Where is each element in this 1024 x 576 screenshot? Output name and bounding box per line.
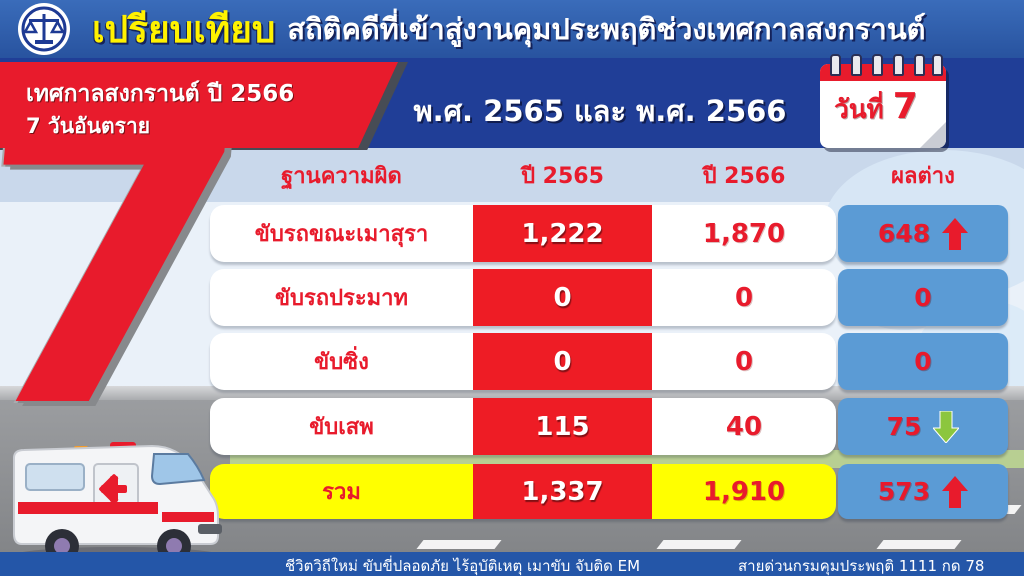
column-header-diff: ผลต่าง (891, 163, 955, 189)
banner-line1: เทศกาลสงกรานต์ ปี 2566 (26, 81, 295, 107)
calendar-ring (914, 54, 925, 76)
scales-of-justice-emblem (21, 6, 67, 52)
table-total-row: รวม 1,337 1,910 573 (210, 464, 1008, 519)
value-2566: 1,870 (702, 218, 786, 249)
calendar-ring (830, 54, 841, 76)
title-text: สถิติคดีที่เข้าสู่งานคุมประพฤติช่วงเทศกา… (287, 12, 926, 46)
value-2565: 1,222 (473, 205, 652, 262)
calendar-day-label: วันที่ 7 (820, 86, 932, 130)
calendar-day-prefix: วันที่ (834, 95, 893, 125)
table-row: ขับรถประมาท 0 0 0 (210, 269, 1008, 326)
calendar-ring (851, 54, 862, 76)
table-row: ขับเสพ 115 40 75 (210, 398, 1008, 455)
calendar-ring (893, 54, 904, 76)
title-highlight: เปรียบเทียบ (92, 7, 276, 51)
lane-marking (416, 540, 502, 549)
value-2565: 0 (473, 269, 652, 326)
value-2566: 40 (725, 411, 763, 442)
lane-marking (876, 540, 962, 549)
diff-value: 573 (877, 477, 931, 506)
offense-label: รวม (322, 480, 361, 505)
calendar-day-number: 7 (892, 86, 918, 127)
diff-cell: 0 (838, 269, 1008, 326)
diff-cell: 75 (838, 398, 1008, 455)
value-2565: 1,337 (473, 464, 652, 519)
lane-marking (656, 540, 742, 549)
footer-slogan: ชีวิตวิถีใหม่ ขับขี่ปลอดภัย ไร้อุบัติเหต… (285, 557, 641, 575)
offense-label: ขับซิ่ง (314, 350, 369, 375)
value-2566: 0 (734, 282, 754, 313)
column-header-2565: ปี 2565 (521, 163, 604, 189)
value-2566: 1,910 (702, 476, 786, 507)
page-title: เปรียบเทียบ สถิติคดีที่เข้าสู่งานคุมประพ… (92, 0, 1022, 58)
probation-department-logo (18, 3, 70, 55)
banner-line2: 7 วันอันตราย (26, 114, 151, 138)
header-band (0, 0, 1024, 58)
calendar-page-curl (920, 122, 946, 148)
years-compared-label: พ.ศ. 2565 และ พ.ศ. 2566 (413, 94, 787, 128)
down-arrow-icon (933, 410, 960, 443)
diff-value: 0 (914, 347, 932, 376)
calendar-ring (872, 54, 883, 76)
calendar-ring (932, 54, 943, 76)
up-arrow-icon (942, 475, 969, 508)
up-arrow-icon (942, 217, 969, 250)
offense-label: ขับรถขณะเมาสุรา (254, 222, 429, 247)
column-header-2566: ปี 2566 (702, 163, 786, 189)
diff-cell: 573 (838, 464, 1008, 519)
diff-value: 0 (914, 283, 932, 312)
offense-label: ขับเสพ (309, 415, 374, 440)
diff-cell: 0 (838, 333, 1008, 390)
table-row: ขับซิ่ง 0 0 0 (210, 333, 1008, 390)
festival-banner: เทศกาลสงกรานต์ ปี 2566 7 วันอันตราย (0, 62, 398, 148)
value-2565: 0 (473, 333, 652, 390)
footer-bar: ชีวิตวิถีใหม่ ขับขี่ปลอดภัย ไร้อุบัติเหต… (0, 552, 1024, 576)
diff-value: 75 (886, 412, 922, 441)
table-row: ขับรถขณะเมาสุรา 1,222 1,870 648 (210, 205, 1008, 262)
diff-value: 648 (877, 219, 931, 248)
diff-cell: 648 (838, 205, 1008, 262)
footer-hotline: สายด่วนกรมคุมประพฤติ 1111 กด 78 (738, 557, 985, 575)
value-2565: 115 (473, 398, 652, 455)
offense-label: ขับรถประมาท (274, 286, 409, 311)
ambulance-illustration (2, 424, 234, 574)
calendar-icon: วันที่ 7 (820, 54, 946, 148)
column-header-offense: ฐานความผิด (281, 163, 402, 189)
value-2566: 0 (734, 346, 754, 377)
